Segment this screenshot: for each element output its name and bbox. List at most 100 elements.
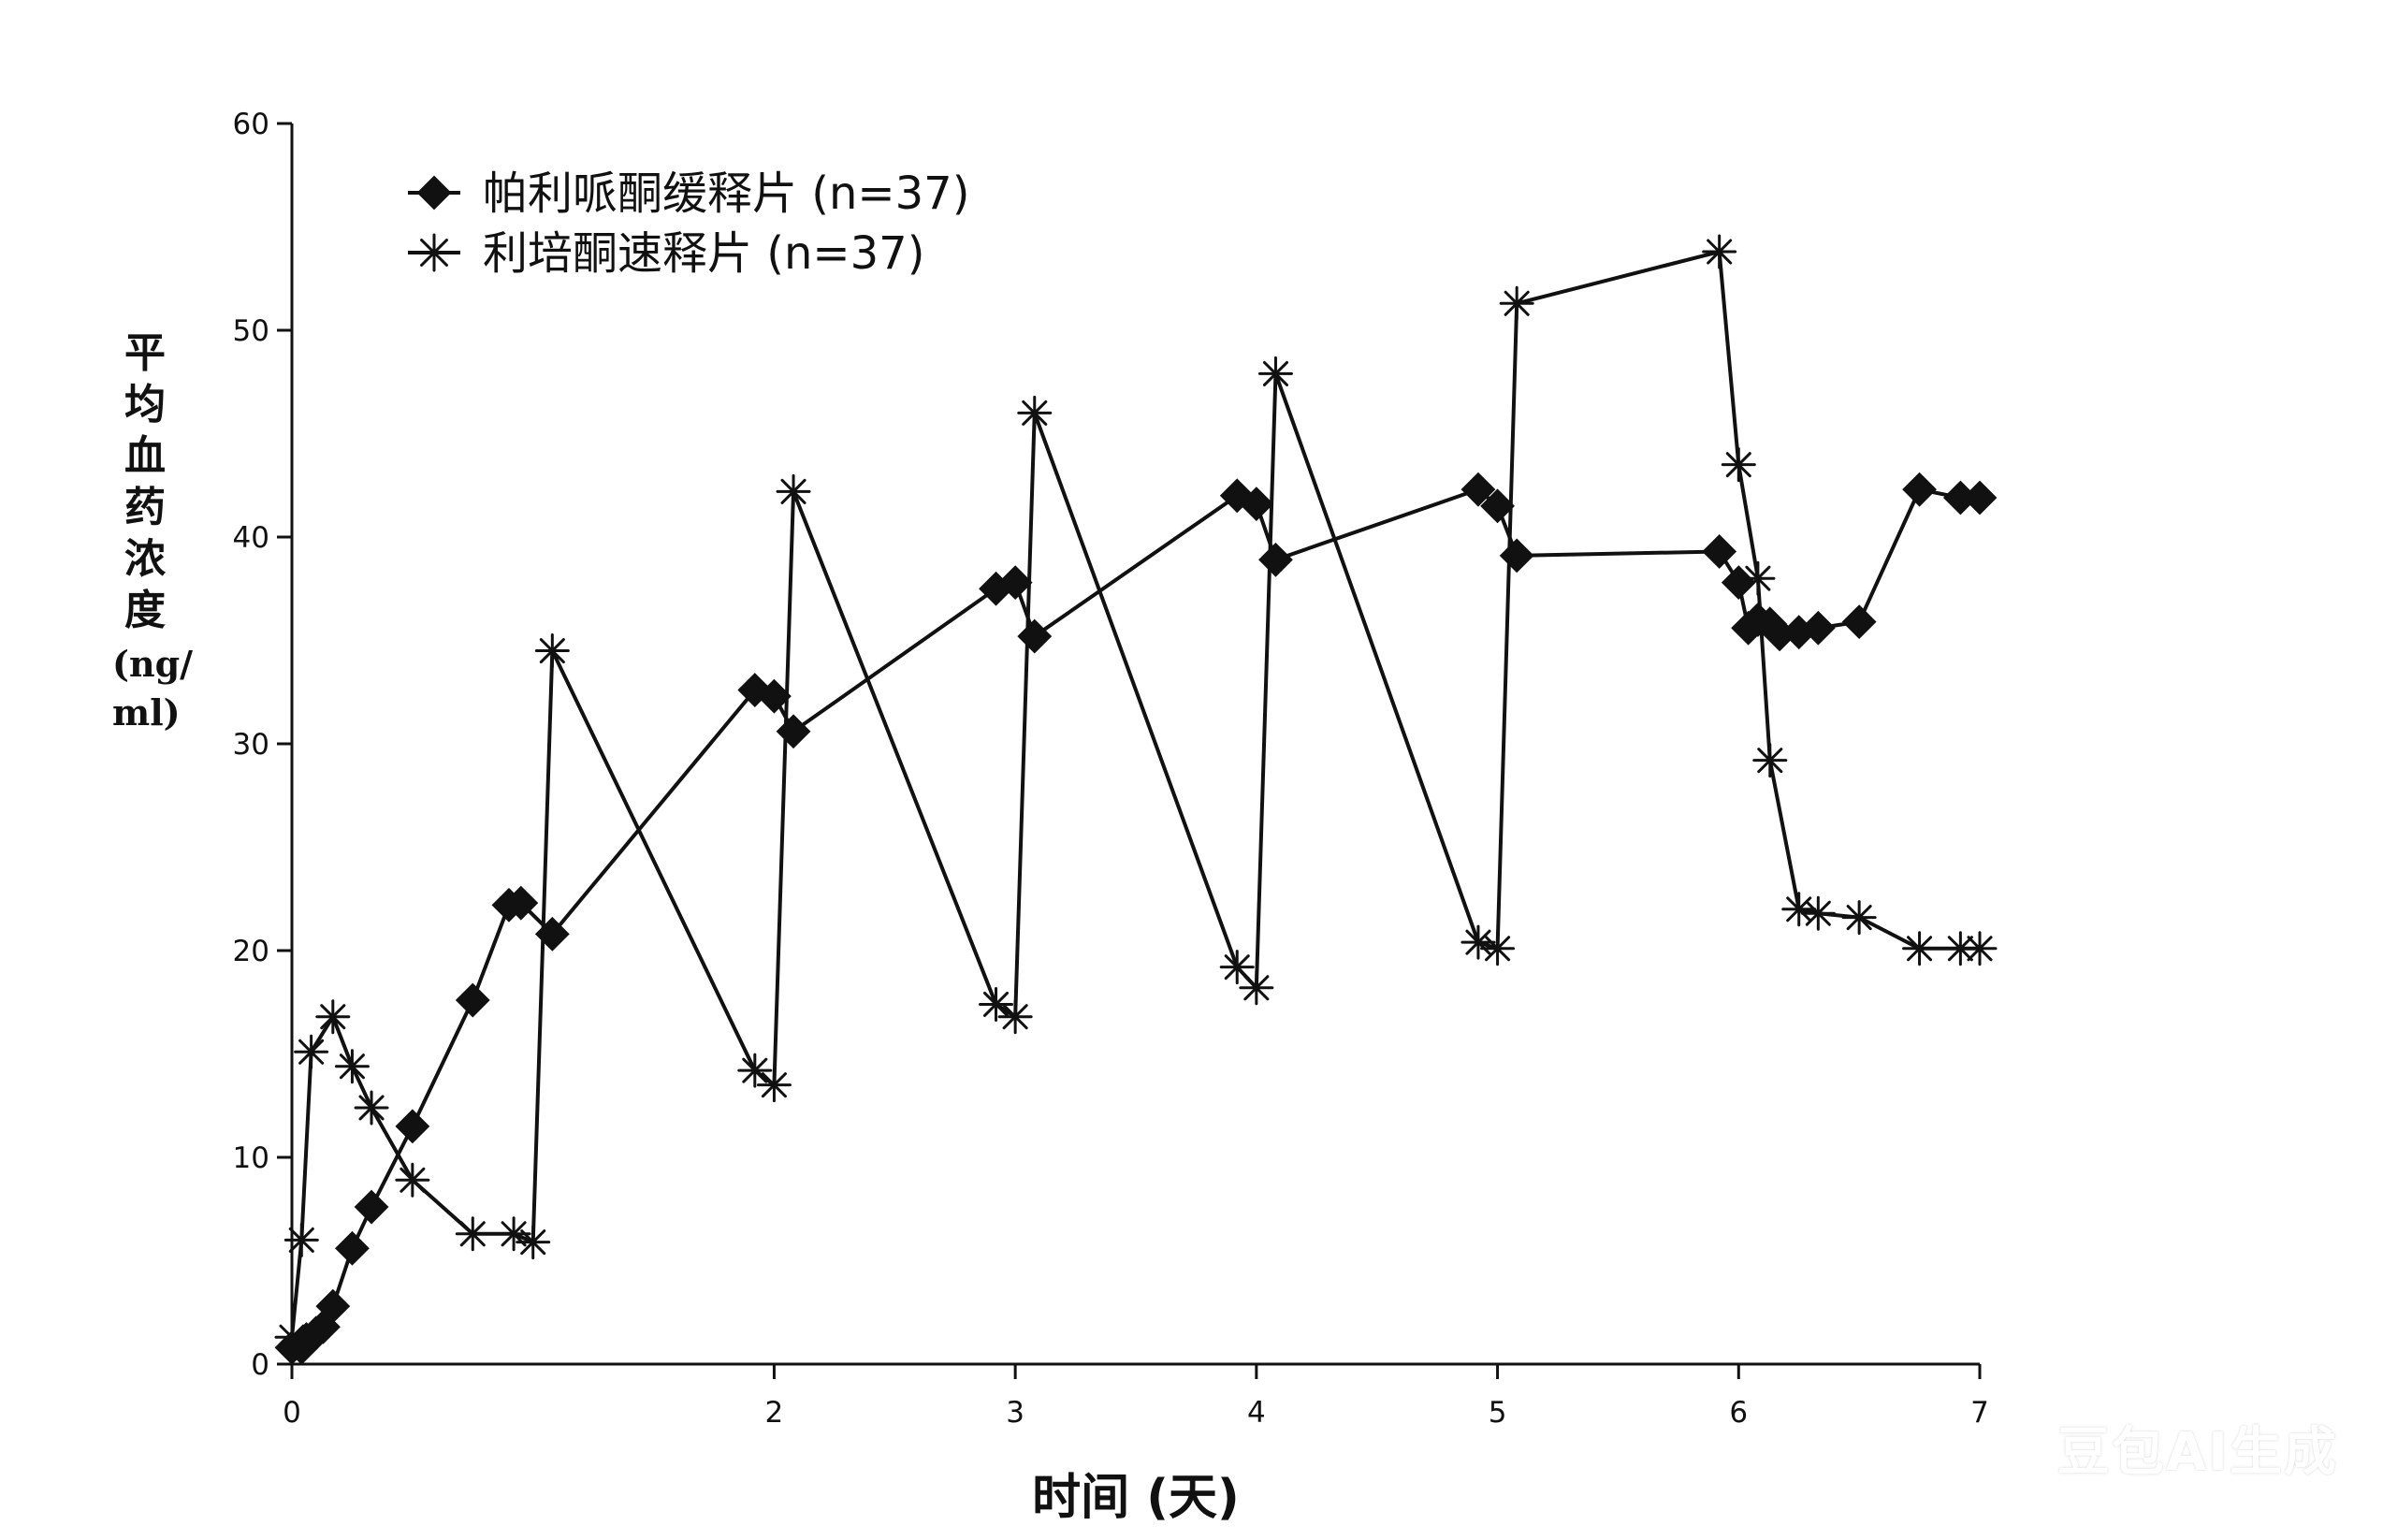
x-tick-label: 0	[283, 1396, 301, 1430]
series-2-point	[294, 1034, 329, 1069]
series-1-point-core	[461, 988, 485, 1012]
series-1-point-core	[509, 891, 533, 915]
legend-label: 帕利哌酮缓释片 (n=37)	[483, 167, 969, 220]
series-2-line	[290, 250, 1980, 1338]
series-2-point	[1257, 356, 1293, 391]
series-2-point-stroke	[1757, 748, 1783, 774]
series-1-point-core	[763, 684, 786, 708]
series-2-point	[1841, 900, 1877, 936]
series-2-point-stroke	[780, 478, 806, 504]
y-tick-label: 60	[233, 108, 269, 141]
series-2-point-stroke	[1725, 452, 1751, 478]
series-1-point-core	[1486, 494, 1509, 518]
watermark: 豆包AI生成	[2056, 1422, 2338, 1483]
legend-marker-core	[422, 181, 446, 205]
series-2-point	[1702, 234, 1737, 269]
series-2-point-stroke	[520, 1229, 546, 1256]
series-2-point	[756, 1068, 792, 1103]
series-1-point-core	[1003, 571, 1027, 594]
series-1-point-core	[1949, 486, 1972, 510]
series-1-point-core	[1244, 492, 1269, 516]
legend-item-1: 帕利哌酮缓释片 (n=37)	[408, 167, 969, 220]
legend-item-2: 利培酮速释片 (n=37)	[408, 227, 924, 280]
series-2-point	[534, 633, 570, 669]
series-2-point-stroke	[1002, 1004, 1028, 1030]
series-1-point-core	[321, 1294, 345, 1318]
series-2-point	[1499, 285, 1534, 321]
series-2-point-stroke	[501, 1221, 527, 1247]
y-tick-label: 20	[233, 935, 269, 968]
series-2-point-stroke	[1243, 975, 1270, 1001]
x-tick-label: 5	[1489, 1396, 1507, 1430]
series-1-point-core	[1807, 617, 1830, 640]
series-2-point	[516, 1225, 551, 1260]
series-2-point-stroke	[288, 1227, 314, 1253]
series-2-point-stroke	[742, 1057, 768, 1083]
series-2-point-stroke	[400, 1167, 426, 1193]
series-2-point	[997, 999, 1033, 1035]
x-tick-label: 2	[765, 1396, 784, 1430]
series-2-point-stroke	[320, 1004, 346, 1030]
series-2-point-stroke	[761, 1072, 787, 1098]
x-tick-label: 7	[1970, 1396, 1989, 1430]
series-2-point-stroke	[1907, 936, 1933, 962]
series-1-point-core	[1908, 477, 1931, 501]
series-2-point-stroke	[358, 1095, 385, 1121]
series-2-point-stroke	[339, 1053, 365, 1080]
series-2-point	[979, 986, 1014, 1022]
series-layer	[274, 234, 1998, 1365]
series-2-point-stroke	[1224, 954, 1250, 981]
series-2-point	[1239, 970, 1274, 1006]
y-axis-label: 平均血药浓度 (ng/ ml)	[112, 327, 193, 737]
series-2-point	[1962, 931, 1998, 966]
y-tick-label: 10	[233, 1141, 269, 1175]
series-2-point-stroke	[1485, 936, 1511, 962]
legend: 帕利哌酮缓释片 (n=37) 利培酮速释片 (n=37)	[408, 167, 969, 280]
series-2-point	[1480, 931, 1516, 966]
series-2-point	[274, 1319, 310, 1355]
series-1-point-core	[1707, 540, 1731, 563]
series-2-point	[1460, 924, 1496, 960]
series-2-point-stroke	[1947, 936, 1973, 962]
series-1-point-core	[1847, 610, 1871, 633]
series-2-point	[1017, 395, 1053, 430]
series-2-point	[737, 1053, 773, 1088]
series-2-point	[395, 1162, 430, 1198]
y-axis-title: 平均血药浓度	[124, 329, 166, 634]
series-2-point	[283, 1222, 319, 1257]
series-2-point-stroke	[1465, 929, 1491, 955]
series-2-point-stroke	[539, 638, 565, 664]
series-1-point-core	[541, 923, 564, 946]
x-axis-title: 时间 (天)	[1032, 1470, 1240, 1526]
series-2-point-stroke	[1745, 565, 1771, 591]
y-tick-label: 0	[251, 1348, 269, 1382]
series-1-point-core	[1968, 486, 1992, 510]
series-2-point-stroke	[1707, 239, 1733, 265]
series-2-point	[1752, 743, 1788, 778]
series-2-point-stroke	[983, 991, 1010, 1017]
series-2-point	[1902, 931, 1938, 966]
series-2-point-stroke	[279, 1324, 305, 1350]
series-2-point	[1781, 892, 1817, 927]
series-2-point	[1942, 931, 1978, 966]
series-1-point-core	[1727, 571, 1751, 594]
series-2-point-stroke	[298, 1039, 325, 1065]
series-1-point-core	[400, 1114, 425, 1139]
y-tick-label: 40	[233, 521, 269, 555]
y-tick-label: 50	[233, 314, 269, 348]
series-2-point	[334, 1049, 370, 1084]
x-tick-label: 4	[1247, 1396, 1266, 1430]
series-2-point	[1721, 447, 1756, 483]
series-2-point-stroke	[1846, 905, 1872, 931]
series-2-point-stroke	[1805, 900, 1831, 926]
series-1-point-core	[312, 1315, 335, 1339]
series-2-point-stroke	[1262, 360, 1288, 386]
series-2	[274, 234, 1998, 1355]
legend-marker-stroke	[420, 239, 448, 267]
series-2-point-stroke	[1022, 400, 1048, 426]
legend-label: 利培酮速释片 (n=37)	[483, 227, 924, 280]
series-2-point	[1800, 895, 1836, 931]
series-1-point-core	[1264, 548, 1287, 572]
series-2-point	[455, 1216, 490, 1252]
